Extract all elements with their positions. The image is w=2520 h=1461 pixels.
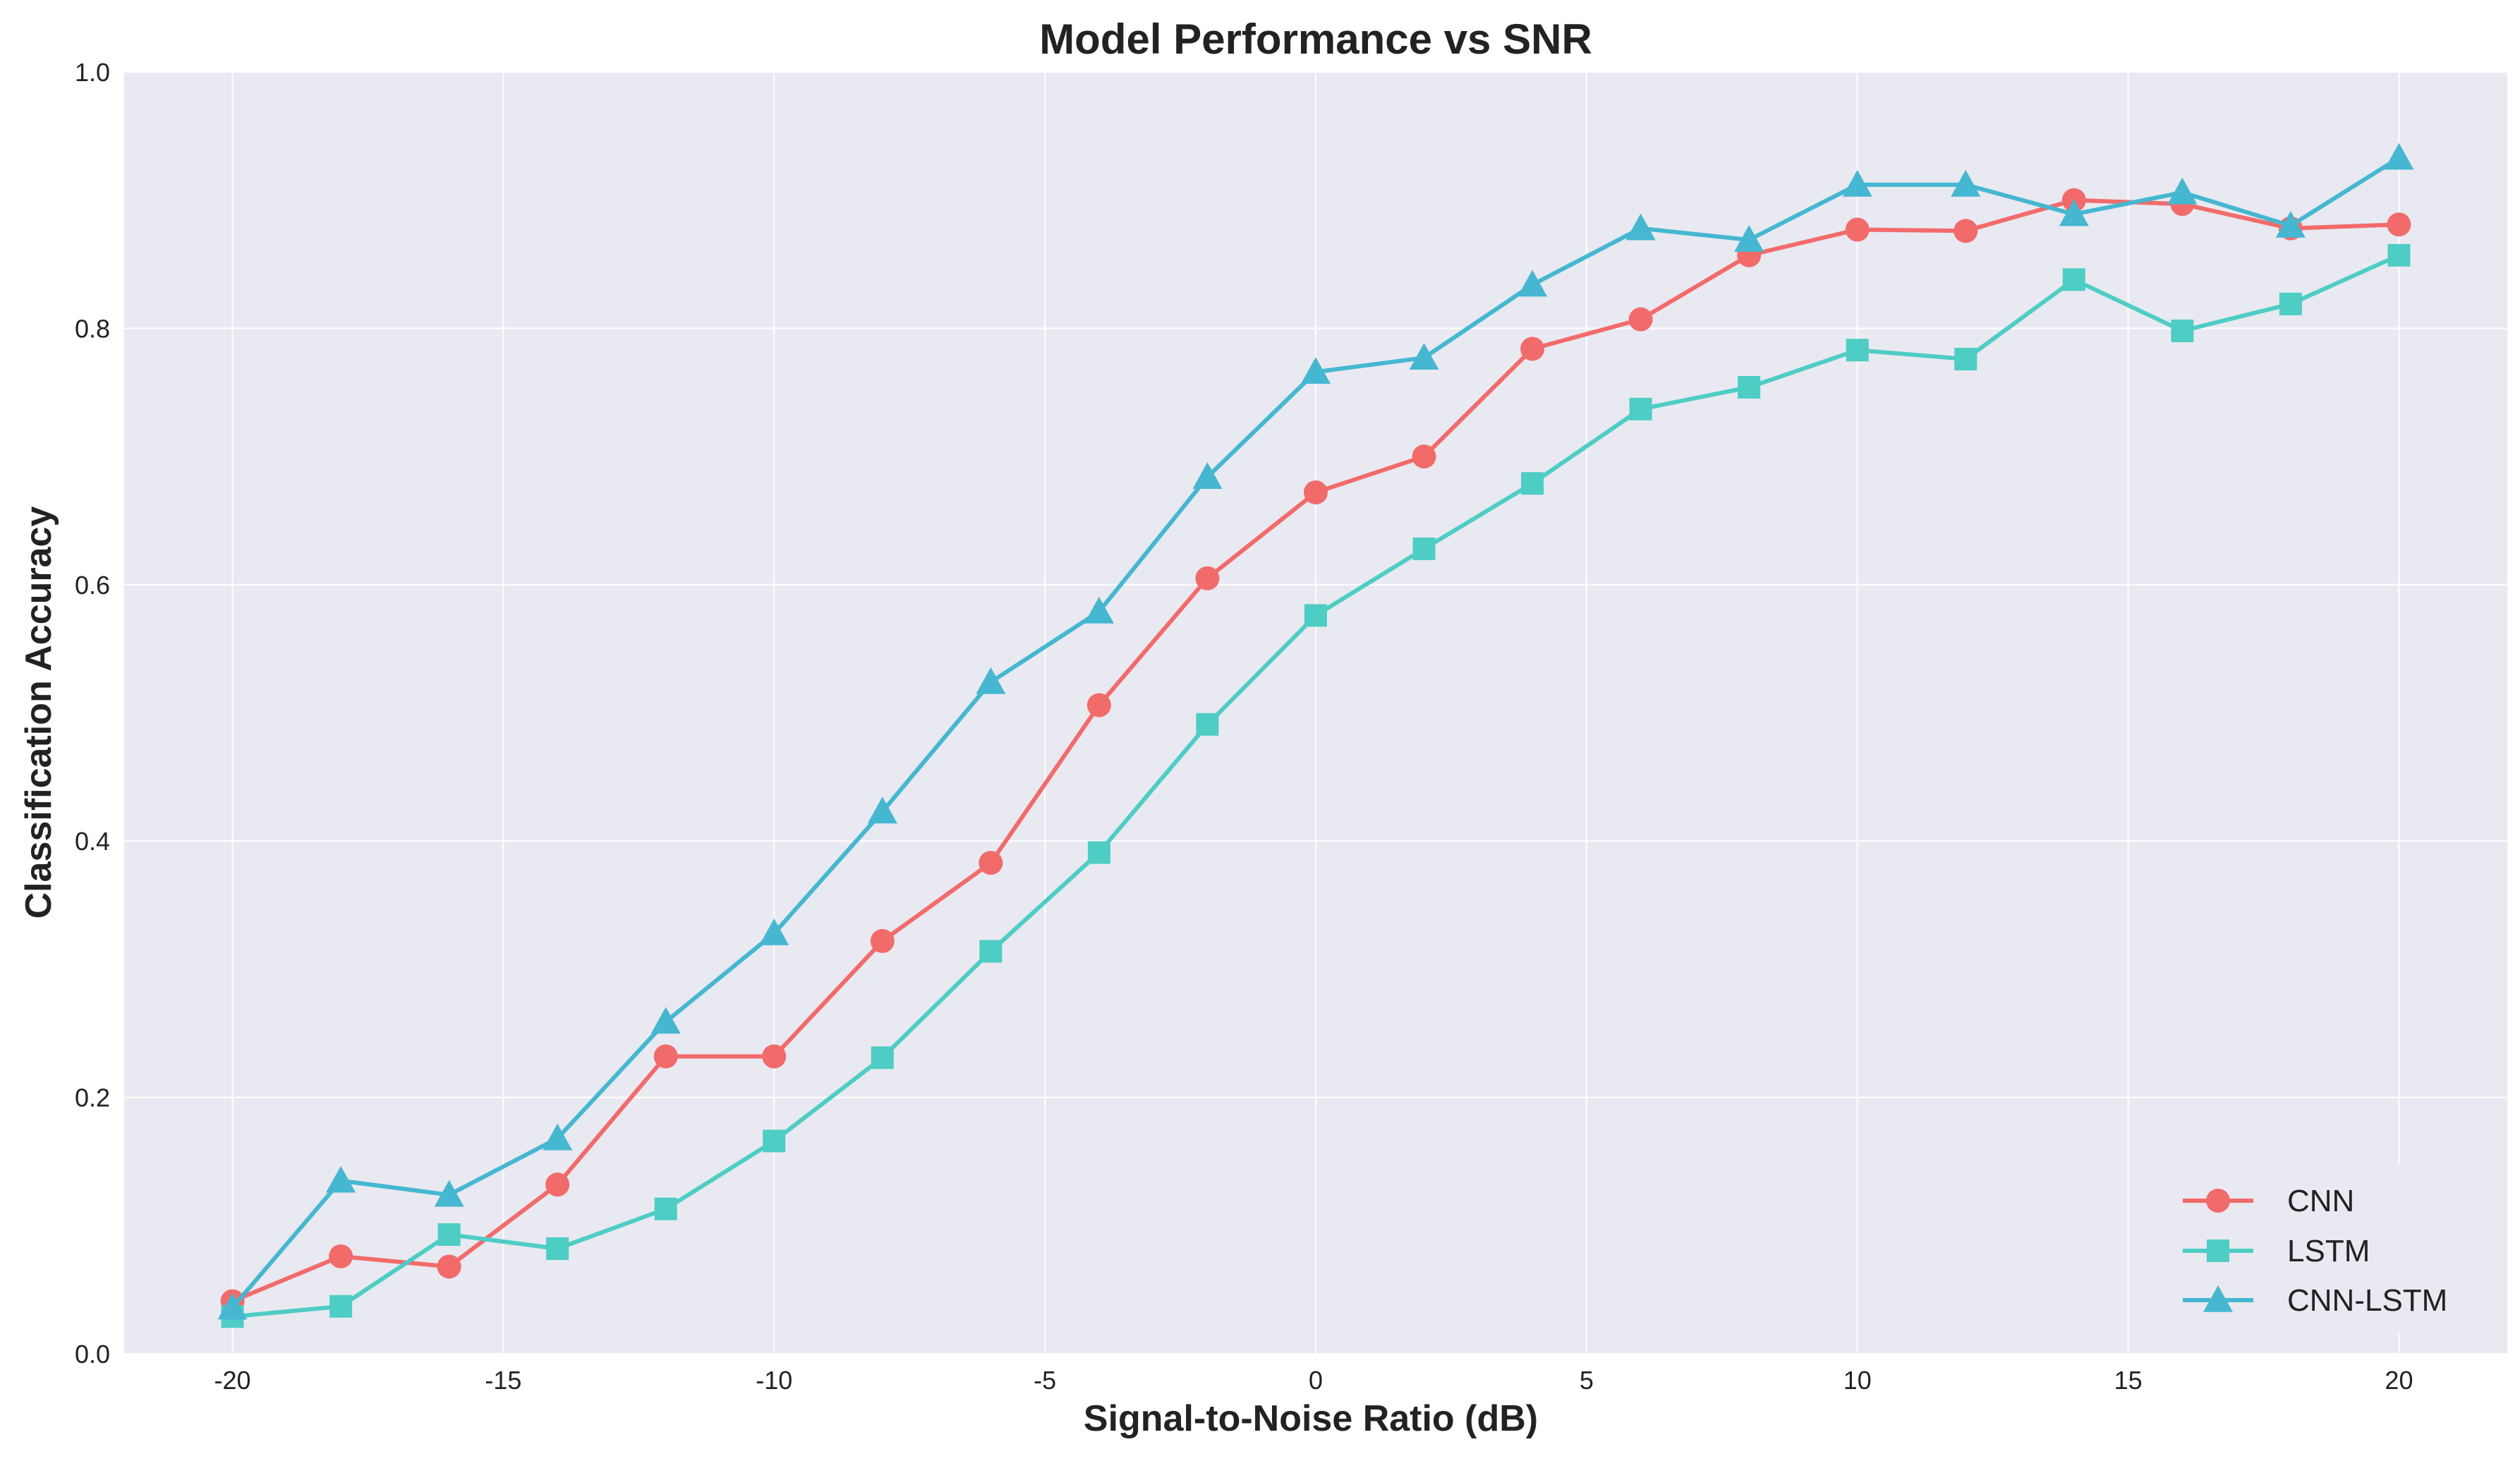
- legend-marker-lstm: [2207, 1239, 2229, 1262]
- legend-marker-shape-cnn-lstm: [2203, 1285, 2233, 1312]
- y-tick-label: 1.0: [75, 58, 110, 87]
- data-point-cnn-lstm: [434, 1180, 464, 1207]
- legend: CNN LSTM CNN-LSTM: [2167, 1164, 2497, 1333]
- data-point-lstm: [1738, 375, 1761, 399]
- data-point-cnn: [870, 928, 895, 953]
- data-point-lstm: [329, 1295, 353, 1318]
- data-point-lstm: [2062, 268, 2085, 291]
- x-tick-label: 20: [2385, 1366, 2413, 1395]
- data-point-cnn: [1195, 566, 1220, 590]
- legend-item-cnn-lstm: CNN-LSTM: [2183, 1283, 2447, 1318]
- data-point-lstm: [1087, 841, 1110, 864]
- data-point-lstm: [979, 940, 1002, 963]
- series-layer: [217, 143, 2414, 1328]
- data-point-lstm: [1304, 604, 1327, 627]
- legend-label-cnn-lstm: CNN-LSTM: [2287, 1283, 2447, 1318]
- data-point-cnn-lstm: [1734, 225, 1764, 252]
- x-tick-label: 10: [1843, 1366, 1872, 1395]
- data-point-lstm: [654, 1197, 677, 1220]
- x-tick-label: -20: [214, 1366, 251, 1395]
- data-point-cnn: [762, 1044, 787, 1069]
- data-point-lstm: [763, 1129, 786, 1153]
- data-point-lstm: [1846, 339, 1869, 362]
- legend-item-lstm: LSTM: [2183, 1234, 2370, 1268]
- data-point-cnn-lstm: [1301, 357, 1331, 384]
- data-point-cnn: [1628, 307, 1653, 332]
- data-point-cnn: [545, 1172, 570, 1197]
- data-point-lstm: [1196, 713, 1219, 736]
- data-point-cnn-lstm: [2059, 199, 2089, 226]
- y-tick-label: 0.8: [75, 314, 110, 343]
- data-point-lstm: [437, 1223, 461, 1247]
- y-tick-label: 0.4: [75, 827, 110, 856]
- x-tick-label: -5: [1034, 1366, 1056, 1395]
- y-tick-label: 0.6: [75, 571, 110, 600]
- data-point-lstm: [2171, 320, 2194, 343]
- data-point-cnn-lstm: [1951, 169, 1981, 197]
- data-point-cnn: [979, 851, 1003, 875]
- data-point-lstm: [1629, 397, 1652, 420]
- data-point-lstm: [1412, 537, 1436, 560]
- data-point-cnn-lstm: [1084, 596, 1114, 624]
- gridlines: [124, 71, 2507, 1354]
- data-point-lstm: [2387, 243, 2411, 267]
- series-cnn-lstm: [217, 143, 2414, 1320]
- data-point-cnn: [1845, 217, 1870, 242]
- data-point-lstm: [2279, 292, 2302, 315]
- legend-marker-shape-cnn: [2206, 1189, 2230, 1213]
- data-point-cnn-lstm: [650, 1007, 681, 1034]
- data-point-cnn-lstm: [1518, 269, 1548, 297]
- legend-marker-cnn-lstm: [2203, 1285, 2233, 1312]
- data-point-lstm: [546, 1237, 569, 1261]
- data-point-cnn-lstm: [1409, 343, 1439, 370]
- data-point-cnn: [1412, 444, 1436, 469]
- x-tick-label: -15: [485, 1366, 521, 1395]
- legend-marker-shape-lstm: [2207, 1239, 2229, 1262]
- data-point-cnn: [329, 1244, 353, 1268]
- y-axis-label: Classification Accuracy: [18, 507, 59, 919]
- data-point-cnn: [1520, 337, 1545, 361]
- data-point-cnn-lstm: [1192, 462, 1223, 489]
- data-point-cnn: [653, 1044, 678, 1069]
- y-tick-label: 0.2: [75, 1084, 110, 1113]
- data-point-cnn: [2387, 212, 2411, 237]
- legend-label-lstm: LSTM: [2287, 1234, 2370, 1268]
- x-tick-label: 5: [1580, 1366, 1594, 1395]
- data-point-lstm: [1954, 348, 1977, 371]
- data-point-cnn-lstm: [759, 919, 789, 945]
- legend-label-cnn: CNN: [2287, 1184, 2354, 1218]
- data-point-lstm: [871, 1046, 894, 1069]
- data-point-cnn-lstm: [2275, 211, 2306, 238]
- data-point-cnn-lstm: [217, 1292, 248, 1320]
- data-point-cnn-lstm: [2384, 143, 2414, 170]
- chart-title: Model Performance vs SNR: [1039, 16, 1592, 63]
- legend-marker-cnn: [2206, 1189, 2230, 1213]
- legend-item-cnn: CNN: [2183, 1184, 2354, 1218]
- y-tick-label: 0.0: [75, 1340, 110, 1369]
- x-axis-label: Signal-to-Noise Ratio (dB): [1084, 1398, 1538, 1439]
- data-point-cnn-lstm: [976, 667, 1006, 694]
- data-point-cnn-lstm: [867, 796, 897, 824]
- data-point-cnn-lstm: [2167, 177, 2198, 205]
- x-tick-label: 0: [1309, 1366, 1323, 1395]
- data-point-cnn: [1086, 693, 1111, 717]
- data-point-cnn: [1304, 480, 1328, 504]
- data-point-cnn: [437, 1254, 461, 1279]
- data-point-cnn-lstm: [1842, 169, 1872, 197]
- data-point-lstm: [1521, 472, 1544, 495]
- data-point-cnn-lstm: [326, 1165, 356, 1193]
- data-point-cnn: [1953, 219, 1978, 243]
- tick-labels: -20 -15 -10 -5 0 5 10 15 20 0.0 0.2 0.4 0.6 0.8 1.0: [75, 58, 2413, 1395]
- data-point-cnn-lstm: [1625, 213, 1656, 241]
- x-tick-label: -10: [756, 1366, 792, 1395]
- x-tick-label: 15: [2114, 1366, 2143, 1395]
- data-point-cnn-lstm: [543, 1123, 573, 1151]
